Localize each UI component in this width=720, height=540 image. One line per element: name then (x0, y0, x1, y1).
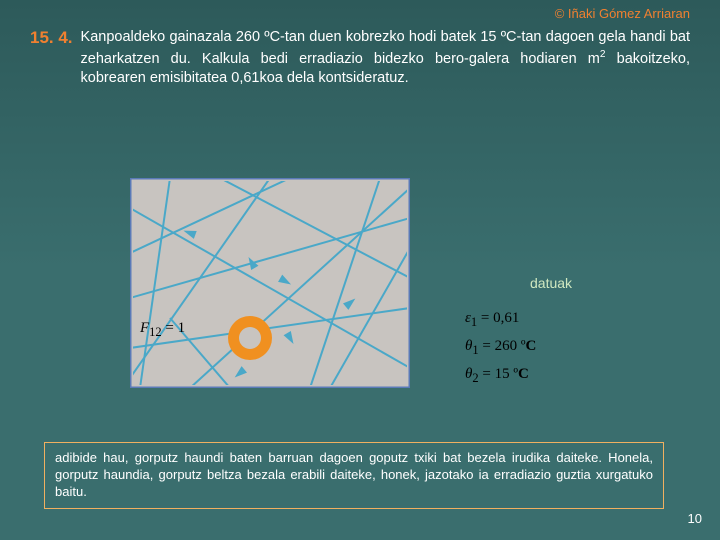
problem-text: Kanpoaldeko gainazala 260 ºC-tan duen ko… (81, 28, 690, 89)
eq-t1: θ1 = 260 ºC (465, 338, 536, 358)
copyright: © Iñaki Gómez Arriaran (555, 6, 690, 21)
page-number: 10 (688, 511, 702, 526)
problem-section: 15. 4. Kanpoaldeko gainazala 260 ºC-tan … (30, 28, 690, 89)
eq-eps: ε1 = 0,61 (465, 310, 519, 330)
note-box: adibide hau, gorputz haundi baten barrua… (44, 442, 664, 509)
diagram (130, 178, 410, 388)
datuak-label: datuak (530, 275, 572, 291)
eq-f12: F12 = 1 (140, 320, 185, 340)
eq-t2: θ2 = 15 ºC (465, 366, 529, 386)
section-number: 15. 4. (30, 28, 73, 89)
